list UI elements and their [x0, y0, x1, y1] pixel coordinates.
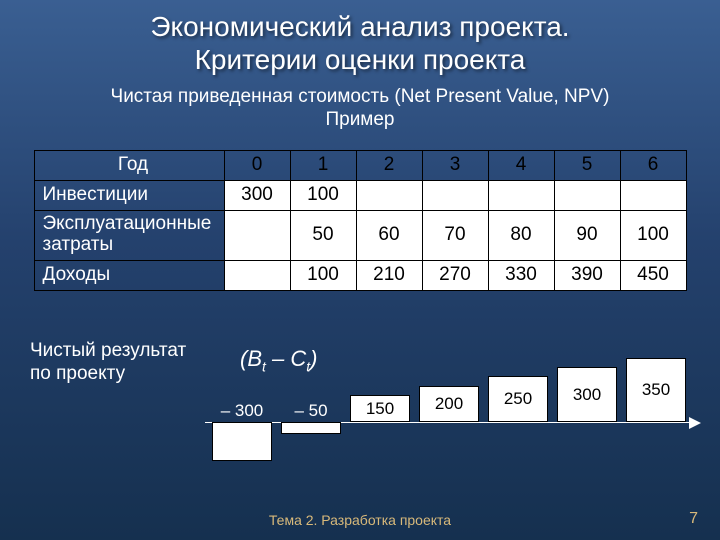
- bar: 150: [350, 395, 410, 422]
- cell: [224, 260, 290, 290]
- bar-value: 150: [366, 399, 394, 419]
- cell: [554, 180, 620, 210]
- title-line-1: Экономический анализ проекта.: [150, 11, 569, 42]
- row-label: Инвестиции: [34, 180, 224, 210]
- cell: 100: [290, 260, 356, 290]
- cell: [224, 210, 290, 260]
- cell: [356, 180, 422, 210]
- cell: 330: [488, 260, 554, 290]
- footer-topic: Тема 2. Разработка проекта: [0, 512, 720, 528]
- bar: – 300: [212, 422, 272, 461]
- cell: [488, 180, 554, 210]
- cell: 70: [422, 210, 488, 260]
- bar-value: – 300: [213, 401, 271, 421]
- cell: 90: [554, 210, 620, 260]
- bar-value: 200: [435, 394, 463, 414]
- cell: 100: [290, 180, 356, 210]
- year-cell: 3: [422, 150, 488, 180]
- year-cell: 0: [224, 150, 290, 180]
- cell: [422, 180, 488, 210]
- bar-value: 250: [504, 389, 532, 409]
- table-header-row: Год 0 1 2 3 4 5 6: [34, 150, 686, 180]
- cell: 50: [290, 210, 356, 260]
- x-axis: [205, 422, 699, 423]
- header-year-label: Год: [34, 150, 224, 180]
- table-row: Инвестиции 300 100: [34, 180, 686, 210]
- cell: 60: [356, 210, 422, 260]
- bars-area: – 300 – 50 150 200 250 300 350: [205, 340, 705, 500]
- net-result-diagram: Чистый результат по проекту (Bt – Ct) – …: [30, 340, 690, 510]
- cell: 450: [620, 260, 686, 290]
- year-cell: 1: [290, 150, 356, 180]
- slide-subtitle: Чистая приведенная стоимость (Net Presen…: [0, 86, 720, 132]
- cell: [620, 180, 686, 210]
- bar: 200: [419, 386, 479, 422]
- subtitle-line-2: Пример: [325, 109, 394, 130]
- title-line-2: Критерии оценки проекта: [195, 44, 526, 75]
- bar: – 50: [281, 422, 341, 434]
- year-cell: 6: [620, 150, 686, 180]
- bar: 350: [626, 358, 686, 422]
- year-cell: 2: [356, 150, 422, 180]
- subtitle-line-1: Чистая приведенная стоимость (Net Presen…: [111, 86, 610, 107]
- table-row: Эксплуатационные затраты 50 60 70 80 90 …: [34, 210, 686, 260]
- bar-value: 300: [573, 385, 601, 405]
- row-label: Эксплуатационные затраты: [34, 210, 224, 260]
- cell: 300: [224, 180, 290, 210]
- bar: 250: [488, 376, 548, 422]
- bar-value: 350: [642, 380, 670, 400]
- cell: 210: [356, 260, 422, 290]
- diagram-label: Чистый результат по проекту: [30, 340, 200, 386]
- cell: 100: [620, 210, 686, 260]
- slide: Экономический анализ проекта. Критерии о…: [0, 0, 720, 540]
- bar-value: – 50: [282, 401, 340, 421]
- year-cell: 4: [488, 150, 554, 180]
- row-label: Доходы: [34, 260, 224, 290]
- npv-table: Год 0 1 2 3 4 5 6 Инвестиции 300 100 Экс…: [34, 150, 687, 291]
- footer-page-number: 7: [689, 510, 698, 528]
- bar: 300: [557, 367, 617, 422]
- cell: 80: [488, 210, 554, 260]
- slide-title: Экономический анализ проекта. Критерии о…: [0, 0, 720, 76]
- table-row: Доходы 100 210 270 330 390 450: [34, 260, 686, 290]
- cell: 390: [554, 260, 620, 290]
- cell: 270: [422, 260, 488, 290]
- year-cell: 5: [554, 150, 620, 180]
